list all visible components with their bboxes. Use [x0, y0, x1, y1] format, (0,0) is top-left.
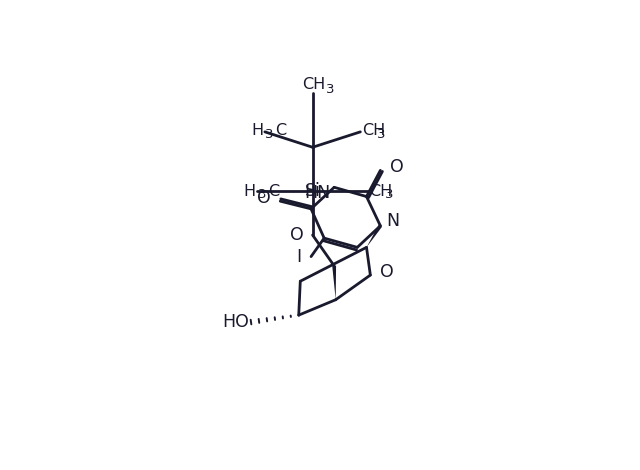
Text: C: C: [275, 123, 286, 138]
Text: Si: Si: [305, 182, 321, 200]
Text: HN: HN: [304, 184, 330, 203]
Text: CH: CH: [362, 123, 385, 138]
Text: O: O: [380, 263, 394, 281]
Text: O: O: [290, 226, 303, 244]
Text: O: O: [257, 189, 271, 207]
Text: I: I: [297, 248, 302, 266]
Polygon shape: [367, 225, 382, 247]
Text: CH: CH: [369, 184, 393, 199]
Text: HO: HO: [223, 313, 250, 331]
Text: H: H: [243, 184, 255, 199]
Text: 3: 3: [385, 188, 394, 201]
Text: N: N: [387, 212, 399, 230]
Text: 3: 3: [265, 128, 274, 141]
Text: H: H: [251, 123, 263, 138]
Polygon shape: [332, 266, 336, 300]
Text: O: O: [390, 158, 403, 176]
Text: 3: 3: [259, 188, 267, 201]
Text: C: C: [268, 184, 279, 199]
Text: 3: 3: [378, 128, 386, 141]
Text: 3: 3: [326, 83, 335, 96]
Text: CH: CH: [303, 77, 326, 92]
